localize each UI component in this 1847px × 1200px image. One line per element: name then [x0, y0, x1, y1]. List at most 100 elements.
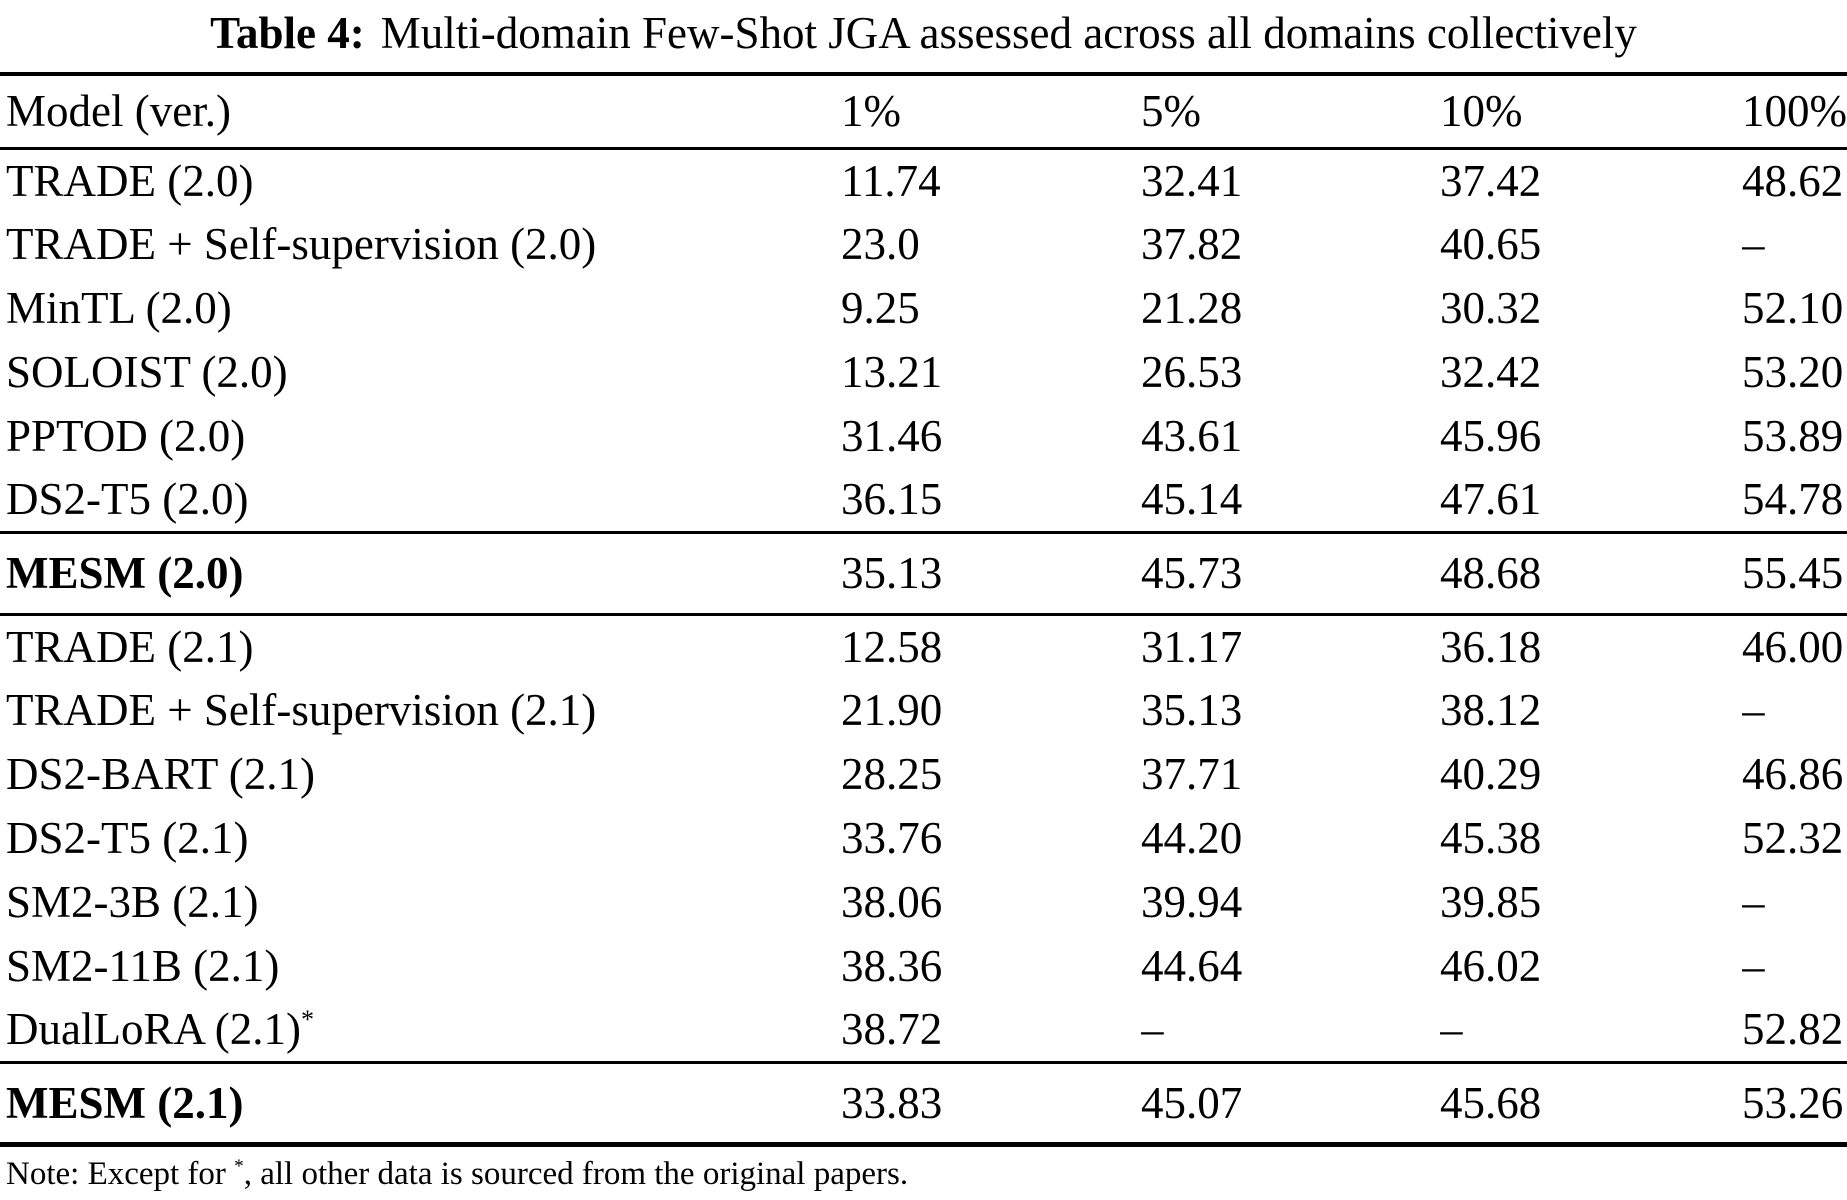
value-cell: – — [1742, 219, 1765, 269]
column-header-model: Model (ver.) — [6, 86, 231, 137]
table-row: SM2-11B (2.1) 38.36 44.64 46.02 – — [0, 934, 1847, 998]
table-header-row: Model (ver.) 1% 5% 10% 100% — [0, 74, 1847, 148]
table-row: TRADE (2.0) 11.74 32.41 37.42 48.62 — [0, 148, 1847, 212]
model-label: DualLoRA (2.1) — [6, 1004, 301, 1055]
value-cell: 53.26 — [1742, 1077, 1844, 1128]
value-cell: 37.82 — [1141, 219, 1243, 269]
value-cell: 26.53 — [1141, 347, 1243, 397]
value-cell: 38.36 — [841, 941, 943, 991]
model-cell: TRADE + Self-supervision (2.0) — [6, 219, 597, 269]
table-row: TRADE (2.1) 12.58 31.17 36.18 46.00 — [0, 614, 1847, 678]
caption-text: Multi-domain Few-Shot JGA assessed acros… — [380, 8, 1637, 58]
value-cell: 45.96 — [1440, 411, 1542, 461]
value-cell: 38.12 — [1440, 685, 1542, 735]
model-cell: SM2-11B (2.1) — [6, 941, 280, 991]
value-cell: 46.02 — [1440, 941, 1542, 991]
value-cell: 11.74 — [841, 155, 941, 206]
table-caption: Table 4: Multi-domain Few-Shot JGA assess… — [0, 2, 1847, 64]
value-cell: 32.42 — [1440, 347, 1542, 397]
mesm-2-1-row: MESM (2.1) 33.83 45.07 45.68 53.26 — [0, 1062, 1847, 1144]
value-cell: 40.29 — [1440, 749, 1542, 799]
model-cell: DualLoRA (2.1)* — [0, 998, 841, 1062]
value-cell: 46.86 — [1742, 749, 1844, 799]
value-cell: 48.62 — [1742, 155, 1844, 206]
value-cell: 45.68 — [1440, 1077, 1542, 1128]
value-cell: 37.71 — [1141, 749, 1243, 799]
model-cell: DS2-BART (2.1) — [6, 749, 315, 799]
footnote-prefix: Note: Except for — [6, 1156, 235, 1192]
value-cell: 53.89 — [1742, 411, 1844, 461]
table-row: MinTL (2.0) 9.25 21.28 30.32 52.10 — [0, 276, 1847, 340]
value-cell: 55.45 — [1742, 548, 1844, 598]
value-cell: 35.13 — [1141, 685, 1243, 735]
value-cell: 12.58 — [841, 621, 943, 672]
column-header-1pct: 1% — [841, 86, 901, 137]
value-cell: 33.76 — [841, 813, 943, 863]
value-cell: 44.20 — [1141, 813, 1243, 863]
table-row: SM2-3B (2.1) 38.06 39.94 39.85 – — [0, 870, 1847, 934]
value-cell: – — [1742, 941, 1765, 991]
asterisk-marker: * — [300, 1005, 315, 1035]
value-cell: 38.06 — [841, 877, 943, 927]
table-row: DS2-T5 (2.0) 36.15 45.14 47.61 54.78 — [0, 468, 1847, 532]
value-cell: 52.32 — [1742, 813, 1844, 863]
value-cell: 30.32 — [1440, 283, 1542, 333]
footnote-suffix: , all other data is sourced from the ori… — [243, 1156, 909, 1192]
value-cell: 53.20 — [1742, 347, 1844, 397]
table-row: DS2-T5 (2.1) 33.76 44.20 45.38 52.32 — [0, 806, 1847, 870]
model-cell: MinTL (2.0) — [6, 283, 232, 333]
value-cell: 38.72 — [841, 1004, 943, 1055]
value-cell: 45.14 — [1141, 474, 1243, 525]
column-header-10pct: 10% — [1440, 86, 1523, 137]
model-cell: TRADE (2.0) — [6, 155, 254, 206]
model-cell: DS2-T5 (2.1) — [6, 813, 249, 863]
value-cell: 45.38 — [1440, 813, 1542, 863]
model-cell: SOLOIST (2.0) — [6, 347, 288, 397]
value-cell: 13.21 — [841, 347, 943, 397]
value-cell: 33.83 — [841, 1077, 943, 1128]
value-cell: 43.61 — [1141, 411, 1243, 461]
table-footnote: Note: Except for *, all other data is so… — [6, 1156, 908, 1193]
table-row: TRADE + Self-supervision (2.1) 21.90 35.… — [0, 678, 1847, 742]
value-cell: 28.25 — [841, 749, 943, 799]
value-cell: – — [1440, 1004, 1463, 1055]
value-cell: 46.00 — [1742, 621, 1844, 672]
model-cell: SM2-3B (2.1) — [6, 877, 259, 927]
value-cell: 52.10 — [1742, 283, 1844, 333]
model-cell: PPTOD (2.0) — [6, 411, 246, 461]
model-cell: MESM (2.1) — [6, 1077, 244, 1128]
value-cell: 31.17 — [1141, 621, 1243, 672]
caption-label: Table 4: — [210, 8, 365, 58]
table-row: SOLOIST (2.0) 13.21 26.53 32.42 53.20 — [0, 340, 1847, 404]
value-cell: 45.73 — [1141, 548, 1243, 598]
model-cell: DS2-T5 (2.0) — [6, 474, 249, 525]
value-cell: 39.94 — [1141, 877, 1243, 927]
value-cell: – — [1742, 685, 1765, 735]
value-cell: 32.41 — [1141, 155, 1243, 206]
value-cell: 48.68 — [1440, 548, 1542, 598]
value-cell: – — [1742, 877, 1765, 927]
table-row: TRADE + Self-supervision (2.0) 23.0 37.8… — [0, 212, 1847, 276]
value-cell: 21.90 — [841, 685, 943, 735]
value-cell: 23.0 — [841, 219, 920, 269]
value-cell: 47.61 — [1440, 474, 1542, 525]
model-cell: TRADE (2.1) — [6, 621, 254, 672]
value-cell: 9.25 — [841, 283, 920, 333]
value-cell: 35.13 — [841, 548, 943, 598]
value-cell: 44.64 — [1141, 941, 1243, 991]
table-row: PPTOD (2.0) 31.46 43.61 45.96 53.89 — [0, 404, 1847, 468]
table-row: DualLoRA (2.1)* 38.72 – – 52.82 — [0, 998, 1847, 1062]
value-cell: 36.15 — [841, 474, 943, 525]
value-cell: 40.65 — [1440, 219, 1542, 269]
value-cell: 21.28 — [1141, 283, 1243, 333]
results-table: Model (ver.) 1% 5% 10% 100% TRADE (2.0) … — [0, 72, 1847, 1147]
value-cell: 39.85 — [1440, 877, 1542, 927]
value-cell: 36.18 — [1440, 621, 1542, 672]
column-header-100pct: 100% — [1742, 86, 1847, 137]
model-cell: TRADE + Self-supervision (2.1) — [6, 685, 597, 735]
value-cell: 37.42 — [1440, 155, 1542, 206]
model-cell: MESM (2.0) — [6, 548, 244, 598]
column-header-5pct: 5% — [1141, 86, 1201, 137]
value-cell: 54.78 — [1742, 474, 1844, 525]
